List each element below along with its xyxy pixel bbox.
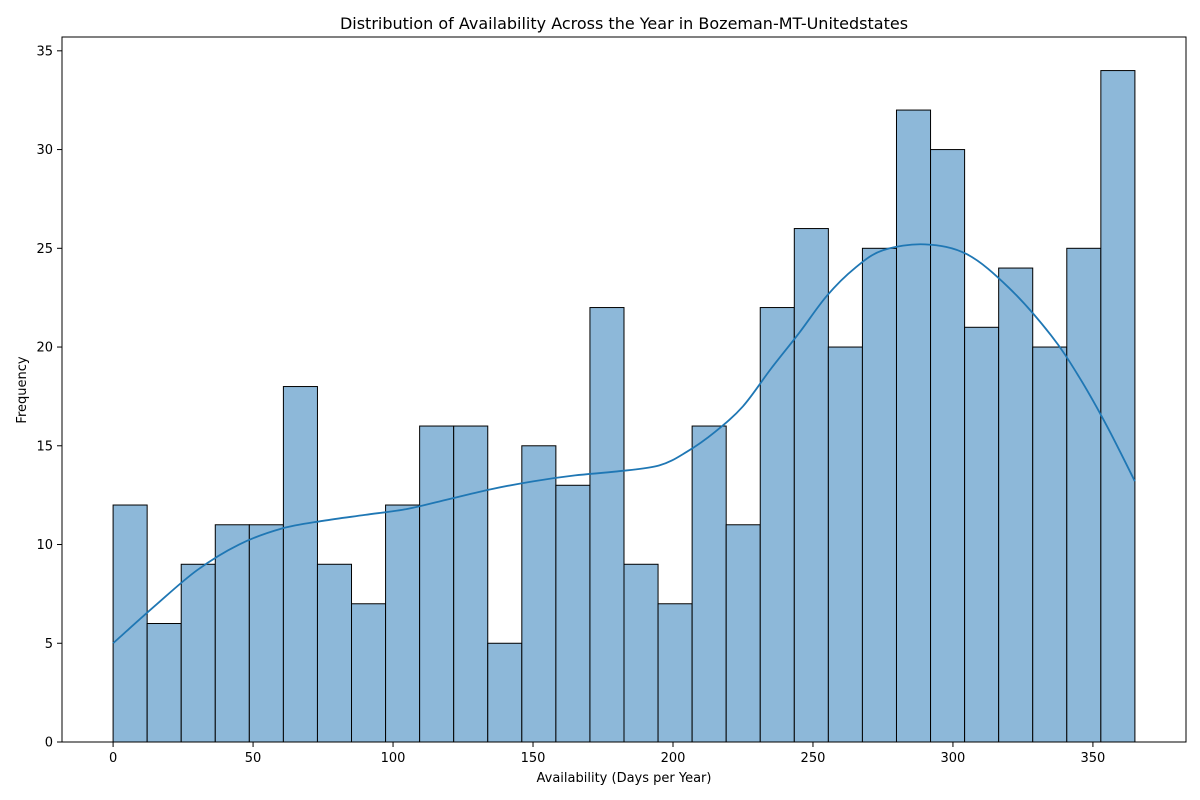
histogram-bar bbox=[1066, 247, 1102, 743]
y-tick-label: 15 bbox=[36, 439, 53, 454]
histogram-bar bbox=[419, 425, 455, 743]
plot-frame bbox=[61, 36, 1187, 743]
x-axis-label: Availability (Days per Year) bbox=[537, 771, 712, 786]
y-tick-label: 5 bbox=[45, 637, 53, 652]
histogram-bar bbox=[998, 267, 1034, 743]
histogram-bar bbox=[827, 346, 863, 743]
y-tick-label: 0 bbox=[45, 736, 53, 751]
histogram-bar bbox=[657, 603, 693, 743]
y-tick-label: 25 bbox=[36, 242, 53, 257]
histogram-bar bbox=[793, 228, 829, 743]
histogram-bar bbox=[453, 425, 489, 743]
histogram-bar bbox=[351, 603, 387, 743]
y-axis-label: Frequency bbox=[15, 356, 30, 423]
histogram-bar bbox=[691, 425, 727, 743]
histogram-bar bbox=[180, 563, 216, 743]
x-tick-label: 350 bbox=[1081, 751, 1106, 766]
histogram-bar bbox=[316, 563, 353, 743]
histogram-bar bbox=[248, 524, 284, 743]
y-tick-label: 30 bbox=[36, 143, 53, 158]
histogram-bar bbox=[623, 563, 659, 743]
y-axis: 0 5 10 15 20 25 30 35 bbox=[36, 44, 62, 751]
histogram-bar bbox=[589, 307, 625, 743]
histogram-bar bbox=[521, 445, 557, 743]
x-tick-label: 0 bbox=[109, 751, 117, 766]
histogram-bar bbox=[861, 247, 897, 743]
x-tick-label: 250 bbox=[801, 751, 826, 766]
x-tick-label: 100 bbox=[381, 751, 406, 766]
histogram-bar bbox=[964, 326, 1000, 743]
y-tick-label: 10 bbox=[36, 538, 53, 553]
y-tick-label: 20 bbox=[36, 341, 53, 356]
x-tick-label: 200 bbox=[661, 751, 686, 766]
histogram-bar bbox=[895, 109, 932, 743]
x-tick-label: 50 bbox=[245, 751, 262, 766]
chart-title: Distribution of Availability Across the … bbox=[340, 14, 908, 33]
x-tick-label: 300 bbox=[941, 751, 966, 766]
x-tick-label: 150 bbox=[521, 751, 546, 766]
histogram-bar bbox=[487, 642, 523, 743]
histogram-bar bbox=[759, 307, 795, 743]
y-tick-label: 35 bbox=[36, 44, 53, 59]
histogram-bar bbox=[1032, 346, 1068, 743]
histogram-bar bbox=[1100, 70, 1136, 743]
histogram-bar bbox=[146, 623, 182, 743]
histogram-bar bbox=[112, 504, 148, 743]
bars-group bbox=[112, 70, 1136, 743]
histogram-bar bbox=[282, 386, 318, 743]
histogram-bar bbox=[555, 484, 591, 743]
histogram-bar bbox=[930, 149, 966, 743]
kde-line bbox=[112, 243, 1136, 644]
x-axis: 0 50 100 150 200 250 300 350 bbox=[109, 742, 1105, 766]
histogram-bar bbox=[214, 524, 250, 743]
histogram-bar bbox=[725, 524, 761, 743]
histogram-bar bbox=[385, 504, 421, 743]
